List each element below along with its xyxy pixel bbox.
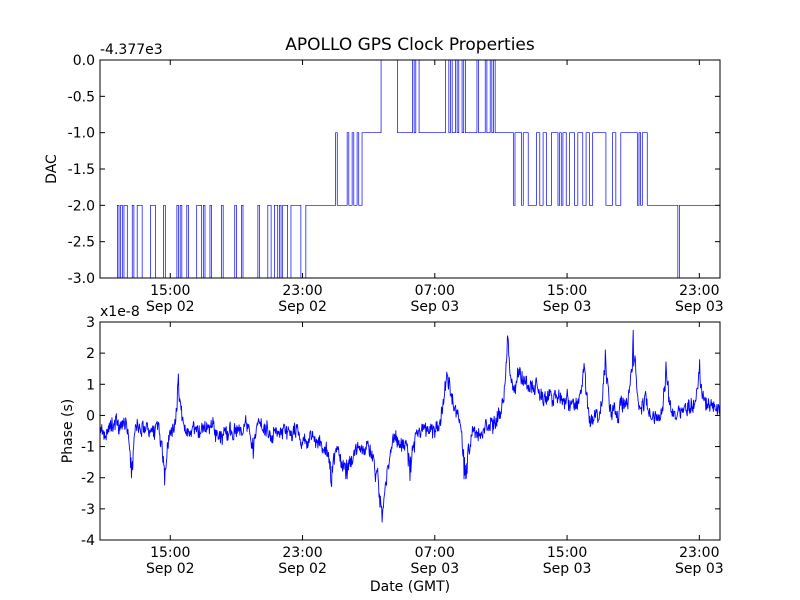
x-tick-label-time: 07:00 <box>415 545 455 561</box>
x-tick-label-time: 23:00 <box>282 545 322 561</box>
dac-y-axis-label: DAC <box>44 154 60 184</box>
chart-title: APOLLO GPS Clock Properties <box>285 35 535 55</box>
x-tick-label-time: 23:00 <box>282 283 322 299</box>
x-tick-label-time: 23:00 <box>679 283 719 299</box>
phase-axes-frame <box>99 321 721 541</box>
dac-y-axis: 0.0 -0.5 -1.0 -1.5 -2.0 -2.5 -3.0 <box>68 53 720 287</box>
dac-step-line <box>100 59 720 279</box>
phase-noise-line <box>99 329 721 523</box>
dac-series-line <box>100 59 720 279</box>
y-tick-label: -2 <box>81 471 95 487</box>
y-tick-label: 0.0 <box>73 53 95 69</box>
y-tick-label: -1.5 <box>68 162 95 178</box>
y-tick-label: -2.0 <box>68 198 95 214</box>
x-tick-label-time: 15:00 <box>150 283 190 299</box>
phase-x-axis-label: Date (GMT) <box>370 579 450 595</box>
x-tick-label-date: Sep 03 <box>543 561 592 577</box>
x-tick-label-date: Sep 03 <box>675 561 724 577</box>
x-tick-label-date: Sep 03 <box>675 299 724 315</box>
x-tick-label-date: Sep 02 <box>146 299 195 315</box>
phase-series-line <box>99 329 721 523</box>
y-tick-label: -3 <box>81 502 95 518</box>
y-tick-label: -1 <box>81 440 95 456</box>
y-tick-label: -3.0 <box>68 271 95 287</box>
x-tick-label-time: 07:00 <box>415 283 455 299</box>
y-tick-label: -0.5 <box>68 89 95 105</box>
x-tick-label-time: 23:00 <box>679 545 719 561</box>
y-tick-label: 2 <box>86 346 95 362</box>
phase-y-axis-label: Phase (s) <box>60 399 76 463</box>
x-tick-label-date: Sep 02 <box>146 561 195 577</box>
dac-offset-label: -4.377e3 <box>100 42 163 58</box>
x-tick-label-date: Sep 03 <box>410 299 459 315</box>
x-tick-label-date: Sep 03 <box>410 561 459 577</box>
x-tick-label-date: Sep 02 <box>278 299 327 315</box>
x-tick-label-time: 15:00 <box>547 545 587 561</box>
x-tick-label-date: Sep 02 <box>278 561 327 577</box>
y-tick-label: -2.5 <box>68 235 95 251</box>
x-tick-label-date: Sep 03 <box>543 299 592 315</box>
y-tick-label: -4 <box>81 533 95 549</box>
y-tick-label: 0 <box>86 408 95 424</box>
y-tick-label: -1.0 <box>68 126 95 142</box>
y-tick-label: 1 <box>86 377 95 393</box>
x-tick-label-time: 15:00 <box>150 545 190 561</box>
phase-y-axis: 3 2 1 0 -1 -2 -3 -4 <box>81 315 720 549</box>
y-tick-label: 3 <box>86 315 95 331</box>
x-tick-label-time: 15:00 <box>547 283 587 299</box>
phase-offset-label: x1e-8 <box>100 304 140 320</box>
